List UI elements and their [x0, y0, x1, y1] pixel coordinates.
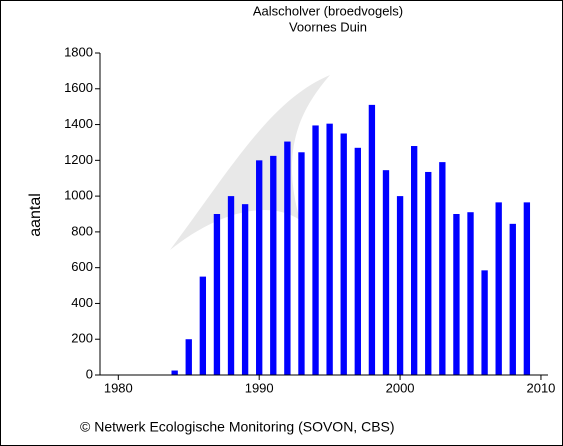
- x-tick-label: 2000: [386, 380, 415, 395]
- bar: [396, 196, 404, 375]
- footer: © Netwerk Ecologische Monitoring (SOVON,…: [80, 419, 395, 435]
- bar: [439, 162, 446, 375]
- y-tick-label: 1000: [64, 188, 93, 203]
- y-axis-label: aantal: [27, 193, 44, 237]
- y-tick-label: 1200: [64, 152, 93, 167]
- bar: [241, 204, 249, 375]
- bar: [256, 160, 263, 375]
- chart-title: Aalscholver (broedvogels): [253, 3, 403, 18]
- x-tick-label: 1980: [104, 380, 133, 395]
- bar: [368, 104, 376, 375]
- y-tick-label: 0: [86, 366, 93, 381]
- y-tick-label: 1400: [64, 116, 93, 131]
- bar: [410, 146, 418, 375]
- bar: [481, 270, 488, 375]
- bar: [312, 125, 319, 375]
- y-tick-label: 600: [71, 259, 93, 274]
- bar: [270, 155, 277, 375]
- y-tick-label: 200: [71, 331, 93, 346]
- bar: [284, 141, 291, 375]
- bar: [185, 339, 192, 375]
- chart-subtitle: Voornes Duin: [289, 19, 367, 34]
- bar: [326, 123, 333, 376]
- y-tick-label: 400: [71, 295, 93, 310]
- bar: [213, 214, 221, 375]
- bar: [509, 223, 516, 375]
- bar: [453, 214, 460, 375]
- bar: [467, 212, 474, 375]
- bar: [199, 276, 207, 375]
- bar: [523, 202, 531, 375]
- bar: [298, 152, 305, 375]
- x-tick-label: 1990: [245, 380, 274, 395]
- bar: [354, 147, 361, 375]
- y-tick-label: 800: [71, 223, 93, 238]
- bar: [495, 202, 502, 375]
- y-tick-label: 1600: [64, 80, 93, 95]
- bar: [425, 171, 432, 375]
- bar: [340, 133, 347, 375]
- x-tick-label: 2010: [526, 380, 555, 395]
- y-tick-label: 1800: [64, 44, 93, 59]
- bar: [382, 170, 390, 375]
- bar: [227, 196, 235, 375]
- bar: [171, 370, 178, 375]
